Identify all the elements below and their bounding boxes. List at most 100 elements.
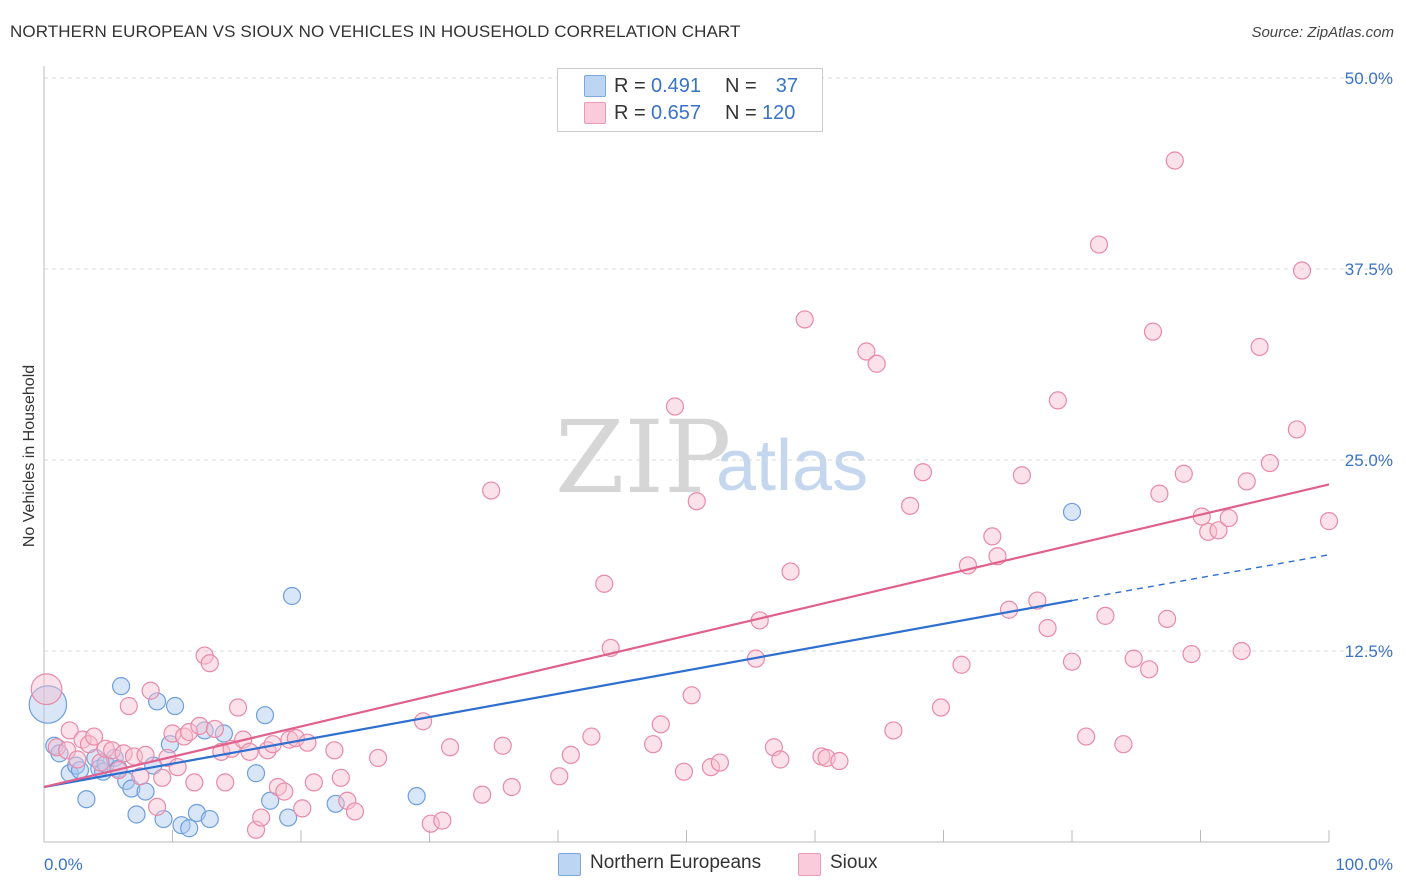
sioux-point [1028, 591, 1047, 610]
sioux-point [369, 748, 388, 768]
sioux-point [325, 741, 344, 760]
northern-european-point [407, 787, 426, 806]
sioux-point [867, 354, 886, 373]
sioux-point [983, 527, 1002, 546]
sioux-point [473, 785, 492, 804]
trend-lines [43, 483, 1330, 789]
northern-european-point [200, 809, 219, 829]
northern-european-point [214, 724, 233, 743]
sioux-point [1089, 235, 1109, 254]
legend-r-value: 0.657 [651, 101, 702, 124]
sioux-point [830, 751, 849, 771]
sioux-point [345, 802, 365, 821]
sioux-point [228, 698, 248, 717]
sioux-point [91, 753, 110, 772]
sioux-point [141, 681, 160, 700]
x-tick-label-max: 100.0% [1335, 855, 1393, 874]
sioux-point [30, 673, 63, 706]
sioux-point [275, 782, 294, 801]
northern-european-point [246, 764, 266, 783]
sioux-point [999, 600, 1019, 619]
sioux-point [771, 750, 790, 769]
sioux-point [153, 768, 172, 787]
sioux-point [421, 814, 440, 833]
series-name: Sioux [830, 852, 878, 873]
northern-european-point [261, 791, 280, 810]
northern-european-point [122, 779, 141, 798]
sioux-point [440, 738, 460, 757]
northern-european-point [279, 808, 298, 827]
sioux-point [1012, 466, 1031, 485]
sioux-point [185, 773, 204, 792]
sioux-point [147, 797, 167, 816]
x-tick-label-min: 0.0% [44, 855, 83, 874]
sioux-point [1096, 606, 1115, 625]
pink-swatch [798, 853, 821, 876]
sioux-point [651, 715, 670, 734]
sioux-point [952, 655, 971, 674]
sioux-point [665, 397, 685, 416]
sioux-point [103, 741, 122, 760]
watermark-zip: ZIP [555, 399, 731, 516]
sioux-point [913, 463, 933, 482]
northern-european-point [165, 696, 185, 716]
sioux-point [1062, 652, 1082, 671]
sioux-point [114, 744, 133, 763]
sioux-point [190, 716, 209, 735]
sioux-point [180, 722, 199, 742]
sioux-point [1319, 512, 1339, 531]
sioux-point [1143, 322, 1163, 341]
sioux-point [1219, 508, 1238, 528]
sioux-point [58, 741, 77, 760]
sioux-point [1232, 641, 1251, 661]
tick-labels: 12.5% 25.0% 37.5% 50.0% 0.0% 100.0% [44, 69, 1393, 874]
sioux-point [1287, 420, 1306, 439]
sioux-point [131, 767, 150, 786]
chart-title: NORTHERN EUROPEAN VS SIOUX NO VEHICLES I… [10, 22, 741, 41]
pink-swatch [584, 102, 606, 124]
sioux-point [331, 768, 350, 787]
northern-european-point [180, 819, 199, 838]
sioux-point [1150, 484, 1169, 503]
sioux-point [1209, 521, 1228, 540]
y-tick-label: 37.5% [1345, 260, 1393, 279]
sioux-point [200, 654, 219, 673]
sioux-point [1038, 618, 1057, 638]
sioux-point [582, 727, 601, 746]
blue-swatch [584, 75, 606, 97]
northern-european-point [136, 782, 155, 801]
northern-european-point [160, 735, 180, 754]
sioux-point [900, 496, 920, 515]
northern-european-point [326, 794, 345, 813]
data-points [28, 151, 1339, 839]
sioux-point [304, 773, 323, 792]
sioux-point [710, 753, 730, 772]
sioux-point [1077, 727, 1096, 746]
sioux-point [1165, 151, 1184, 170]
legend-r-value: 0.491 [651, 74, 702, 97]
sioux-point [561, 745, 580, 765]
sioux-point [1174, 464, 1193, 483]
sioux-point [1114, 735, 1133, 754]
sioux-point [643, 735, 663, 754]
correlation-legend: R = 0.491 N = 37 R = 0.657 N = 120 [557, 68, 823, 132]
series-name: Northern Europeans [590, 852, 762, 873]
grid-lines [44, 77, 1392, 652]
northern-european-point [147, 692, 167, 711]
northern-european-point [127, 805, 146, 824]
sioux-point [674, 762, 694, 781]
sioux-point [931, 698, 951, 717]
sioux-point [1237, 472, 1256, 491]
sioux-point [884, 721, 903, 740]
sioux-point [550, 767, 569, 786]
source-label: Source: ZipAtlas.com [1251, 24, 1394, 41]
sioux-point [687, 492, 706, 511]
legend-n-value: 120 [762, 101, 796, 124]
sioux-point [595, 574, 614, 593]
y-tick-label: 25.0% [1345, 451, 1393, 470]
sioux-point [216, 773, 235, 792]
sioux-point [413, 712, 433, 731]
sioux-point [682, 686, 701, 705]
sioux-point [60, 721, 79, 740]
sioux-point [502, 777, 521, 797]
